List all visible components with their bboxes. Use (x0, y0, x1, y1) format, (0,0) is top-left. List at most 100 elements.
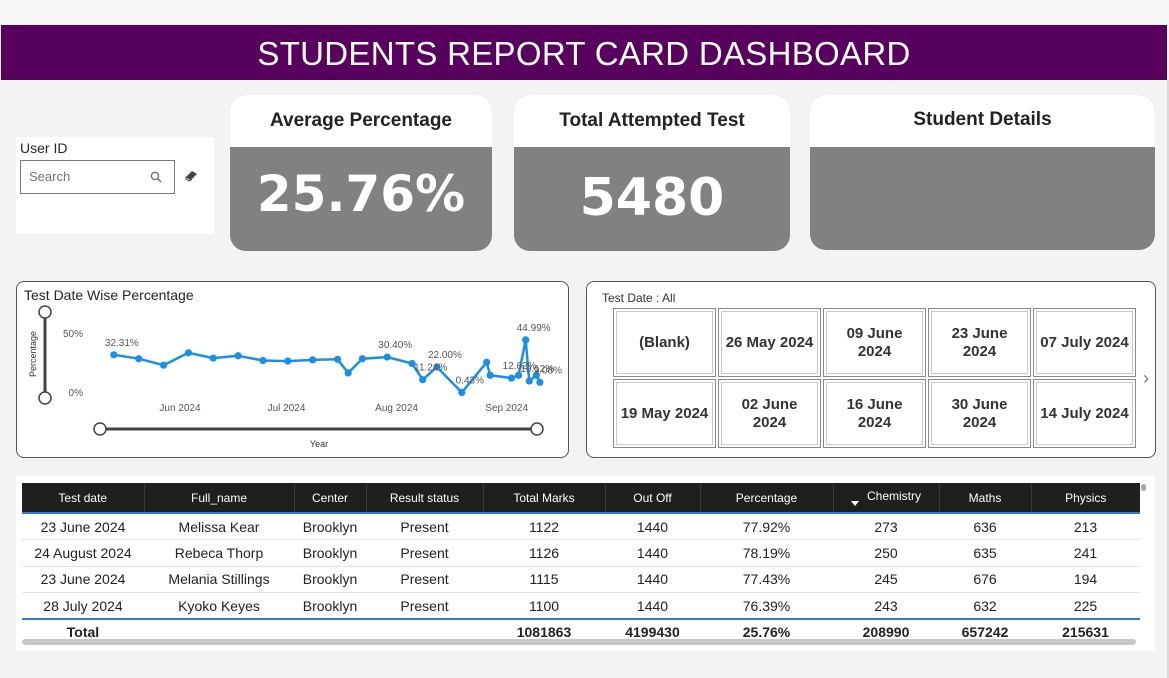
data-point (525, 377, 533, 385)
user-id-filter: User ID (16, 137, 214, 234)
date-tile[interactable]: 16 June 2024 (823, 379, 926, 448)
data-point (483, 358, 491, 366)
x-tick-label: Jul 2024 (268, 403, 306, 414)
column-header[interactable]: Chemistry (832, 483, 939, 513)
user-search-input[interactable] (29, 169, 147, 184)
column-header-label: Full_name (190, 490, 248, 505)
date-tile[interactable]: 14 July 2024 (1033, 379, 1136, 448)
column-header[interactable]: Result status (365, 483, 483, 513)
table-cell: 28 July 2024 (22, 592, 144, 620)
eraser-icon[interactable] (184, 167, 200, 183)
date-tile[interactable]: 26 May 2024 (718, 308, 821, 377)
total-attempted-title: Total Attempted Test (514, 95, 790, 147)
date-tile[interactable]: 07 July 2024 (1033, 308, 1136, 377)
data-point (458, 388, 466, 397)
x-slider-handle-left (93, 422, 107, 436)
test-date-slicer: Test Date : All (Blank) 26 May 2024 09 Jun… (586, 281, 1156, 458)
table-cell: 213 (1031, 512, 1140, 540)
table-cell: Kyoko Keyes (144, 592, 294, 620)
date-tile[interactable]: 19 May 2024 (613, 379, 716, 448)
column-header[interactable]: Physics (1030, 483, 1140, 513)
line-chart-panel: Test Date Wise Percentage Percentage 50% 0… (16, 281, 569, 458)
column-header[interactable]: Maths (938, 483, 1031, 513)
table-cell: Melissa Kear (144, 512, 294, 540)
vertical-scrollbar[interactable] (1141, 484, 1146, 491)
user-search-box[interactable] (20, 160, 175, 194)
horizontal-scrollbar[interactable] (22, 639, 1136, 645)
column-header[interactable]: Percentage (699, 483, 833, 513)
chevron-right-icon[interactable]: › (1143, 368, 1149, 388)
search-icon (150, 171, 162, 183)
total-cell (294, 618, 366, 643)
table-row[interactable]: 23 June 2024 Melissa Kear Brooklyn Present 1… (22, 512, 1140, 540)
table-cell: 77.43% (700, 566, 833, 593)
data-point (507, 374, 516, 382)
column-header[interactable]: Test date (22, 483, 144, 513)
data-point (184, 349, 193, 357)
data-point (358, 355, 366, 363)
column-header-label: Test date (58, 490, 108, 505)
x-slider-handle-right (530, 422, 544, 436)
table-row[interactable]: 23 June 2024 Melania Stillings Brooklyn Pre… (22, 566, 1140, 593)
data-point (159, 361, 168, 369)
data-label: 32.31% (105, 338, 139, 349)
table-cell: 1440 (605, 539, 700, 567)
column-header[interactable]: Full_name (143, 483, 294, 513)
table-cell: Brooklyn (294, 566, 366, 593)
data-label: 30.40% (378, 340, 412, 351)
table-row[interactable]: 28 July 2024 Kyoko Keyes Brooklyn Present 11… (22, 592, 1140, 620)
table-cell: Rebeca Thorp (144, 539, 294, 567)
column-header-label: Result status (389, 490, 460, 505)
table-row[interactable]: 24 August 2024 Rebeca Thorp Brooklyn Presen… (22, 539, 1140, 567)
student-table: Test date Full_name Center Result status Tot… (22, 483, 1140, 643)
total-cell: 25.76% (700, 618, 833, 643)
data-point (284, 357, 292, 365)
data-label: 10.12% (520, 364, 554, 375)
student-details-title: Student Details (810, 95, 1155, 147)
data-point (486, 371, 494, 379)
table-cell: 632 (939, 592, 1031, 620)
data-point (514, 371, 523, 379)
column-header-label: Center (311, 490, 349, 505)
x-tick-label: Jun 2024 (159, 403, 201, 414)
column-header[interactable]: Center (293, 483, 366, 513)
date-tile[interactable]: 23 June 2024 (928, 308, 1031, 377)
sort-descending-icon (850, 501, 859, 506)
average-percentage-value: 25.76% (256, 165, 466, 223)
column-header-label: Maths (968, 490, 1002, 505)
table-cell: 225 (1031, 592, 1140, 620)
y-tick-label: 50% (63, 329, 83, 340)
table-cell: Brooklyn (294, 512, 366, 540)
table-cell: 78.19% (700, 539, 833, 567)
line-chart[interactable]: Percentage 50% 0% Jun 2024 Jul 2024 Aug 2024 S… (17, 282, 570, 459)
table-body: 23 June 2024 Melissa Kear Brooklyn Present 1… (22, 512, 1140, 643)
date-tile[interactable]: 30 June 2024 (928, 379, 1031, 448)
total-cell (366, 618, 483, 643)
slicer-title: Test Date : All (602, 291, 676, 305)
user-id-label: User ID (20, 140, 68, 156)
total-cell: 657242 (939, 618, 1031, 643)
column-header-label: Chemistry (866, 489, 921, 503)
date-tile[interactable]: (Blank) (613, 308, 716, 377)
table-cell: 1126 (483, 539, 605, 567)
column-header-label: Out Off (633, 490, 672, 505)
average-percentage-card: Average Percentage 25.76% (230, 95, 492, 251)
table-cell: Present (366, 592, 483, 620)
data-point (536, 378, 544, 386)
table-cell: Present (366, 566, 483, 593)
table-cell: 250 (833, 539, 939, 567)
column-header[interactable]: Total Marks (482, 483, 605, 513)
date-tile[interactable]: 02 June 2024 (718, 379, 821, 448)
student-details-card: Student Details (810, 95, 1155, 250)
table-cell: 1440 (605, 566, 700, 593)
date-tile[interactable]: 09 June 2024 (823, 308, 926, 377)
data-point (309, 356, 317, 364)
data-label: 44.99% (517, 323, 551, 334)
column-header[interactable]: Out Off (604, 483, 700, 513)
table-cell: 24 August 2024 (22, 539, 144, 567)
total-cell: 1081863 (483, 618, 605, 643)
column-header-label: Total Marks (513, 490, 575, 505)
y-slider-handle-top (38, 305, 52, 319)
data-point (408, 359, 416, 368)
table-cell: 194 (1031, 566, 1140, 593)
